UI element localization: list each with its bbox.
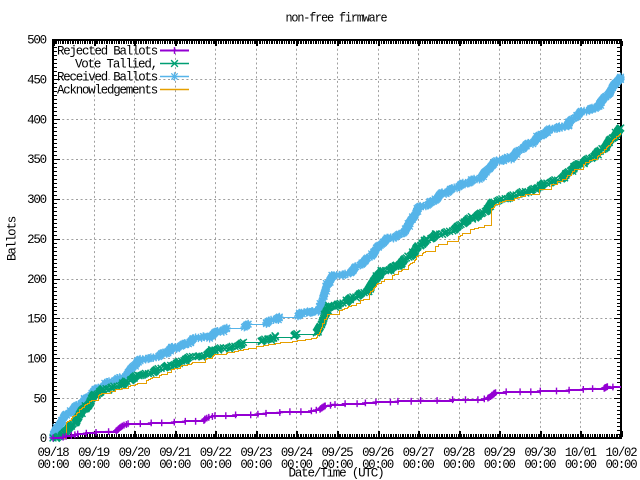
svg-text:0: 0 — [40, 432, 47, 446]
svg-text:10/02: 10/02 — [605, 446, 637, 460]
svg-text:09/20: 09/20 — [119, 446, 151, 460]
svg-text:350: 350 — [27, 153, 47, 167]
svg-text:00:00: 00:00 — [159, 458, 191, 472]
svg-text:00:00: 00:00 — [281, 458, 313, 472]
svg-text:09/24: 09/24 — [281, 446, 313, 460]
svg-text:09/29: 09/29 — [484, 446, 516, 460]
svg-text:Acknowledgements: Acknowledgements — [57, 84, 158, 98]
svg-text:00:00: 00:00 — [240, 458, 272, 472]
svg-text:10/01: 10/01 — [565, 446, 597, 460]
svg-text:00:00: 00:00 — [524, 458, 556, 472]
svg-text:00:00: 00:00 — [443, 458, 475, 472]
svg-text:400: 400 — [27, 113, 47, 127]
svg-text:00:00: 00:00 — [362, 458, 394, 472]
svg-text:09/28: 09/28 — [443, 446, 475, 460]
svg-text:50: 50 — [33, 392, 46, 406]
svg-text:450: 450 — [27, 74, 47, 88]
svg-text:non-free firmware: non-free firmware — [285, 11, 387, 25]
svg-text:500: 500 — [27, 34, 47, 48]
svg-text:100: 100 — [27, 352, 47, 366]
svg-text:Received Ballots: Received Ballots — [57, 71, 158, 85]
svg-text:00:00: 00:00 — [78, 458, 110, 472]
svg-text:09/21: 09/21 — [159, 446, 191, 460]
svg-text:09/30: 09/30 — [524, 446, 556, 460]
svg-text:00:00: 00:00 — [200, 458, 232, 472]
svg-text:00:00: 00:00 — [403, 458, 435, 472]
svg-text:00:00: 00:00 — [321, 458, 353, 472]
svg-text:Ballots: Ballots — [5, 216, 19, 261]
svg-text:09/18: 09/18 — [37, 446, 69, 460]
svg-text:00:00: 00:00 — [565, 458, 597, 472]
svg-text:09/26: 09/26 — [362, 446, 394, 460]
svg-text:09/27: 09/27 — [403, 446, 435, 460]
svg-text:09/22: 09/22 — [200, 446, 232, 460]
svg-text:00:00: 00:00 — [484, 458, 516, 472]
svg-text:200: 200 — [27, 273, 47, 287]
svg-text:00:00: 00:00 — [37, 458, 69, 472]
svg-text:Date/Time (UTC): Date/Time (UTC) — [288, 466, 383, 480]
svg-text:300: 300 — [27, 193, 47, 207]
svg-text:09/23: 09/23 — [240, 446, 272, 460]
svg-text:00:00: 00:00 — [119, 458, 151, 472]
svg-text:Vote Tallied,: Vote Tallied, — [75, 57, 157, 71]
svg-text:Rejected Ballots: Rejected Ballots — [57, 44, 158, 58]
svg-text:00:00: 00:00 — [605, 458, 637, 472]
svg-text:150: 150 — [27, 313, 47, 327]
svg-text:09/25: 09/25 — [321, 446, 353, 460]
svg-text:250: 250 — [27, 233, 47, 247]
svg-text:09/19: 09/19 — [78, 446, 110, 460]
